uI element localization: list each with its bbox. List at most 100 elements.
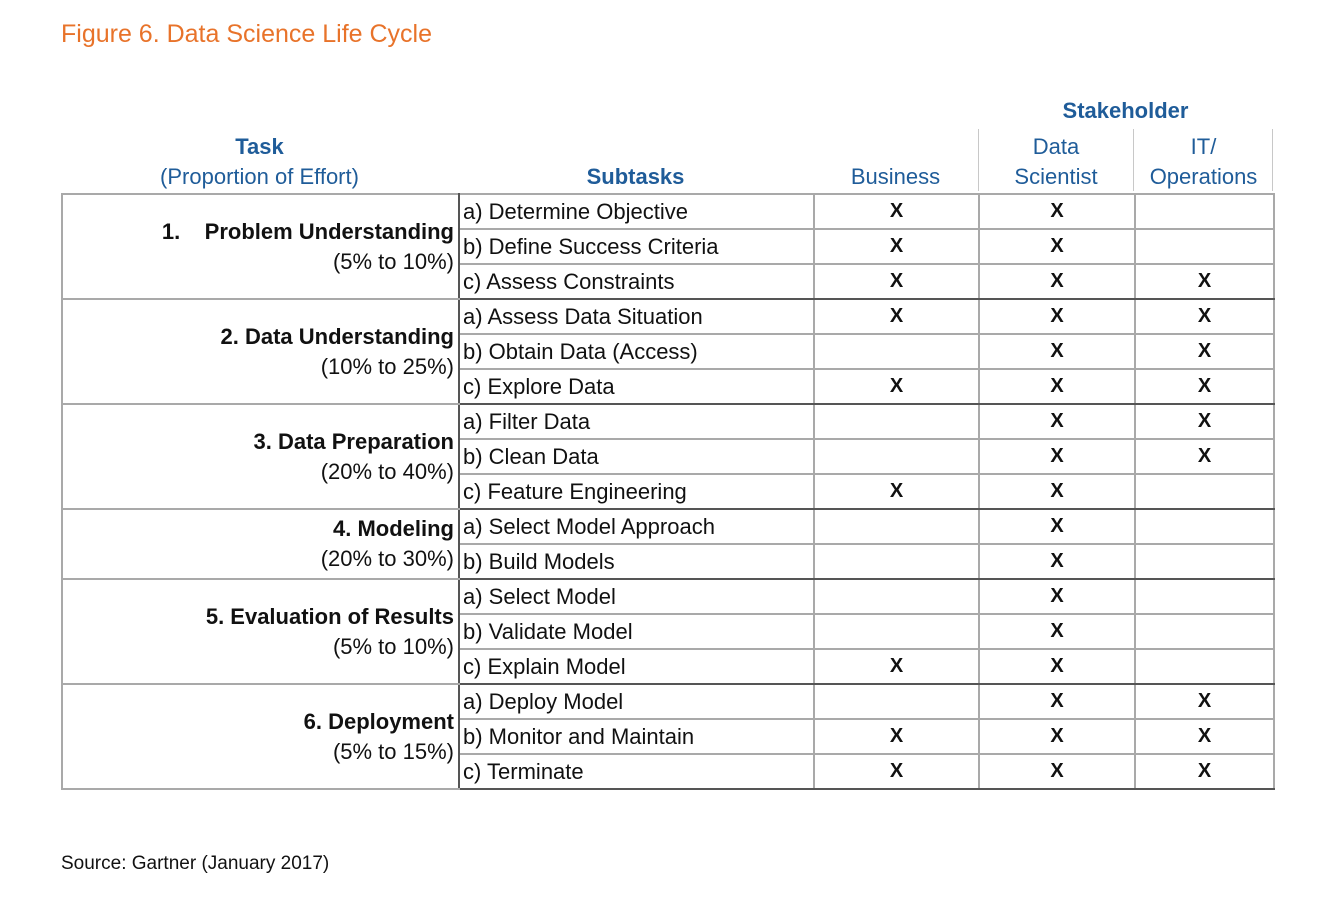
mark-business — [813, 683, 980, 720]
mark-business: X — [813, 263, 980, 300]
table-row: c) Explore Data X X X — [62, 368, 1275, 405]
subtask-label: b) Obtain Data (Access) — [458, 333, 815, 370]
mark-it-ops: X — [1134, 368, 1275, 405]
mark-business — [813, 508, 980, 545]
mark-business: X — [813, 753, 980, 790]
subtask-label: c) Explore Data — [458, 368, 815, 405]
mark-business: X — [813, 298, 980, 335]
table-row: b) Build Models X — [62, 543, 1275, 580]
mark-data-scientist: X — [978, 648, 1136, 685]
task-effort: (20% to 30%) — [320, 546, 454, 571]
subtask-label: a) Deploy Model — [458, 683, 815, 720]
mark-business — [813, 403, 980, 440]
mark-it-ops — [1134, 648, 1275, 685]
subtask-label: b) Clean Data — [458, 438, 815, 475]
header-stakeholder: Stakeholder — [1062, 98, 1189, 123]
figure-title: Figure 6. Data Science Life Cycle — [61, 20, 433, 48]
mark-business — [813, 438, 980, 475]
mark-it-ops: X — [1134, 333, 1275, 370]
stakeholder-divider — [1272, 129, 1273, 191]
mark-it-ops: X — [1134, 263, 1275, 300]
subtask-label: c) Assess Constraints — [458, 263, 815, 300]
mark-data-scientist: X — [978, 753, 1136, 790]
subtask-label: a) Select Model — [458, 578, 815, 615]
table-row: 1. Problem Understanding (5% to 10%) a) De… — [61, 193, 1275, 300]
header-data-scientist-2: Scientist — [1014, 164, 1098, 189]
stakeholder-divider — [978, 129, 979, 191]
task-name: 4. Modeling — [333, 516, 454, 541]
table-row: b) Obtain Data (Access) X X — [62, 333, 1275, 370]
subtask-label: b) Monitor and Maintain — [458, 718, 815, 755]
mark-it-ops: X — [1134, 753, 1275, 790]
mark-it-ops: X — [1134, 403, 1275, 440]
mark-business — [813, 613, 980, 650]
mark-it-ops — [1134, 613, 1275, 650]
life-cycle-table: 1. Problem Understanding (5% to 10%) a) De… — [61, 193, 1275, 790]
mark-data-scientist: X — [978, 193, 1136, 230]
mark-data-scientist: X — [978, 298, 1136, 335]
task-cell: 3. Data Preparation (20% to 40%) — [61, 403, 460, 510]
subtask-label: b) Build Models — [458, 543, 815, 580]
task-cell: 1. Problem Understanding (5% to 10%) — [61, 193, 460, 300]
task-name: 3. Data Preparation — [253, 428, 454, 454]
subtask-label: a) Determine Objective — [458, 193, 815, 230]
mark-data-scientist: X — [978, 718, 1136, 755]
task-cell: 2. Data Understanding (10% to 25%) — [61, 298, 460, 405]
mark-it-ops — [1134, 193, 1275, 230]
table-row: b) Monitor and Maintain X X X — [62, 718, 1275, 755]
task-effort: (10% to 25%) — [320, 353, 454, 379]
subtask-label: a) Select Model Approach — [458, 508, 815, 545]
mark-it-ops: X — [1134, 683, 1275, 720]
table-row: b) Clean Data X X — [62, 438, 1275, 475]
source-note: Source: Gartner (January 2017) — [61, 853, 330, 874]
table-row: b) Validate Model X — [62, 613, 1275, 650]
subtask-label: c) Explain Model — [458, 648, 815, 685]
task-cell: 5. Evaluation of Results (5% to 10%) — [61, 578, 460, 685]
subtask-label: b) Validate Model — [458, 613, 815, 650]
mark-data-scientist: X — [978, 333, 1136, 370]
header-data-scientist-1: Data — [1032, 134, 1080, 159]
mark-data-scientist: X — [978, 683, 1136, 720]
table-row: 5. Evaluation of Results (5% to 10%) a) Se… — [61, 578, 1275, 685]
mark-it-ops — [1134, 508, 1275, 545]
table-row: 3. Data Preparation (20% to 40%) a) Filter… — [61, 403, 1275, 510]
header-task: Task — [235, 134, 284, 159]
subtask-label: b) Define Success Criteria — [458, 228, 815, 265]
mark-data-scientist: X — [978, 368, 1136, 405]
mark-it-ops: X — [1134, 438, 1275, 475]
mark-business: X — [813, 228, 980, 265]
mark-it-ops — [1134, 578, 1275, 615]
mark-data-scientist: X — [978, 473, 1136, 510]
mark-data-scientist: X — [978, 613, 1136, 650]
mark-business: X — [813, 193, 980, 230]
header-it-ops-1: IT/ — [1190, 134, 1217, 159]
mark-data-scientist: X — [978, 438, 1136, 475]
table-row: c) Feature Engineering X X — [62, 473, 1275, 510]
task-cell: 4. Modeling (20% to 30%) — [61, 508, 460, 580]
mark-business: X — [813, 648, 980, 685]
header-it-ops-2: Operations — [1149, 164, 1258, 189]
task-effort: (5% to 10%) — [332, 633, 454, 659]
subtask-label: c) Terminate — [458, 753, 815, 790]
mark-it-ops — [1134, 228, 1275, 265]
mark-business — [813, 333, 980, 370]
mark-business: X — [813, 368, 980, 405]
mark-business: X — [813, 718, 980, 755]
table-row: c) Explain Model X X — [62, 648, 1275, 685]
mark-business: X — [813, 473, 980, 510]
task-effort: (20% to 40%) — [320, 458, 454, 484]
mark-data-scientist: X — [978, 228, 1136, 265]
task-name: 2. Data Understanding — [220, 323, 454, 349]
task-effort: (5% to 10%) — [332, 248, 454, 274]
task-cell: 6. Deployment (5% to 15%) — [61, 683, 460, 790]
mark-data-scientist: X — [978, 543, 1136, 580]
task-name: 1. Problem Understanding — [161, 218, 454, 244]
table-row: 6. Deployment (5% to 15%) a) Deploy Model X… — [61, 683, 1275, 790]
mark-data-scientist: X — [978, 508, 1136, 545]
table-row: b) Define Success Criteria X X — [62, 228, 1275, 265]
mark-data-scientist: X — [978, 263, 1136, 300]
table-row: c) Terminate X X X — [62, 753, 1275, 790]
task-name: 6. Deployment — [303, 708, 454, 734]
mark-it-ops — [1134, 473, 1275, 510]
mark-business — [813, 578, 980, 615]
